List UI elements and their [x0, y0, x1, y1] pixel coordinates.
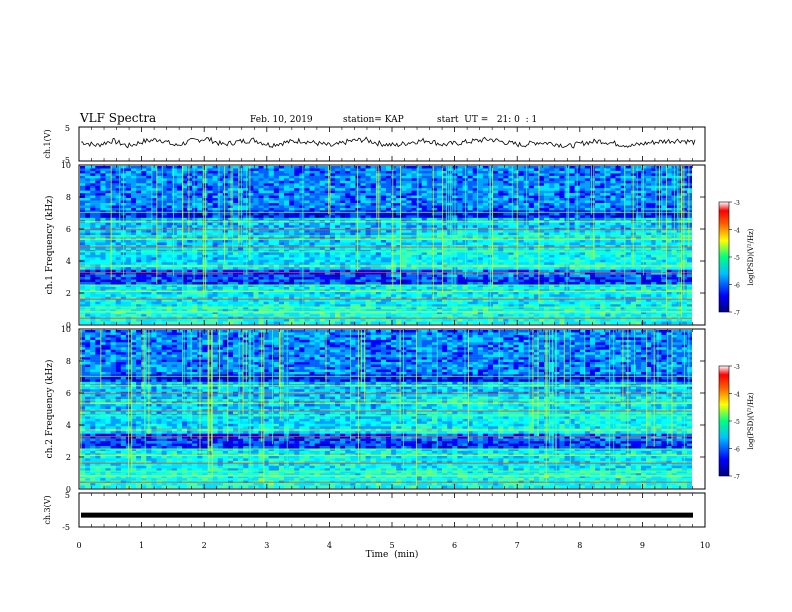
- time-axis-tick-label: 4: [327, 541, 332, 550]
- time-axis-tick-label: 3: [264, 541, 269, 550]
- spectrogram-ytick-label: 4: [66, 257, 71, 266]
- figure-station: station= KAP: [343, 115, 404, 125]
- ch3-ytick-top: 5: [65, 491, 70, 500]
- colorbar-tick-label: -6: [734, 447, 740, 454]
- colorbar-tick-label: -3: [734, 200, 740, 207]
- ch1-colorbar-ticks: -3 -4 -5 -6 -7: [729, 200, 740, 317]
- spectrogram-ytick-label: 2: [66, 453, 71, 462]
- colorbar-tick-label: -7: [734, 474, 740, 481]
- ch2-colorbar-gradient: [718, 365, 730, 477]
- colorbar-tick-label: -3: [734, 364, 740, 371]
- ch2-spectrogram-image: [80, 330, 704, 489]
- ch1-colorbar: -3 -4 -5 -6 -7 log(PSD)(V²/Hz): [718, 200, 755, 317]
- ch2-spectrogram-yticks: 0 2 4 6 8 10: [61, 325, 705, 494]
- spectrogram-ytick-label: 6: [66, 225, 71, 234]
- ch1-waveform-line: [80, 136, 696, 149]
- figure-date: Feb. 10, 2019: [250, 115, 313, 125]
- time-axis-tick-label: 10: [700, 541, 710, 550]
- ch3-waveform-frame: [78, 492, 706, 528]
- ch3-ytick-bottom: -5: [62, 523, 70, 532]
- figure-title: VLF Spectra: [79, 111, 156, 125]
- ch1-ytick-top: 5: [65, 124, 70, 133]
- ch1-spectrogram-image: [80, 166, 704, 325]
- colorbar-tick-label: -7: [734, 310, 740, 317]
- ch1-ytick-bottom: -5: [62, 156, 70, 165]
- spectrogram-ytick-label: 8: [66, 193, 71, 202]
- time-axis-tick-label: 1: [139, 541, 144, 550]
- colorbar-tick-label: -6: [734, 283, 740, 290]
- time-axis-label: Time (min): [366, 549, 419, 560]
- figure-start-time: start UT = 21: 0 : 1: [437, 115, 537, 125]
- ch3-ylabel: ch.3(V): [43, 495, 52, 524]
- spectrogram-ytick-label: 2: [66, 289, 71, 298]
- ch1-waveform-panel: 5 -5 ch.1(V): [43, 124, 706, 165]
- ch2-colorbar-ticks: -3 -4 -5 -6 -7: [729, 364, 740, 481]
- time-axis-tick-label: 0: [76, 541, 81, 550]
- ch1-spectrogram-yticks: 0 2 4 6 8 10: [61, 161, 705, 330]
- time-axis-tick-label: 8: [577, 541, 582, 550]
- ch1-colorbar-label: log(PSD)(V²/Hz): [747, 228, 755, 285]
- spectrogram-ytick-label: 10: [61, 325, 71, 334]
- colorbar-tick-label: -4: [734, 392, 740, 399]
- spectrogram-ytick-label: 8: [66, 357, 71, 366]
- colorbar-tick-label: -5: [734, 255, 740, 262]
- colorbar-tick-label: -5: [734, 419, 740, 426]
- spectrogram-ytick-label: 4: [66, 421, 71, 430]
- time-axis-tick-label: 5: [389, 541, 394, 550]
- ch1-colorbar-gradient: [718, 201, 730, 313]
- time-axis-ticks: 0 1 2 3 4 5 6 7 8 9 10: [76, 127, 710, 550]
- time-axis-tick-label: 2: [202, 541, 207, 550]
- spectrogram-ytick-label: 0: [66, 321, 71, 330]
- spectrogram-ytick-label: 10: [61, 161, 71, 170]
- colorbar-tick-label: -4: [734, 228, 740, 235]
- ch2-colorbar-label: log(PSD)(V²/Hz): [747, 392, 755, 449]
- ch2-spectrogram-ylabel: ch.2 Frequency (kHz): [44, 360, 55, 459]
- ch2-colorbar: -3 -4 -5 -6 -7 log(PSD)(V²/Hz): [718, 364, 755, 481]
- spectrogram-ytick-label: 0: [66, 485, 71, 494]
- ch1-spectrogram-ylabel: ch.1 Frequency (kHz): [44, 196, 55, 295]
- time-axis-tick-label: 9: [640, 541, 645, 550]
- ch1-ylabel: ch.1(V): [43, 129, 52, 158]
- spectrogram-ytick-label: 6: [66, 389, 71, 398]
- time-axis-tick-label: 6: [452, 541, 457, 550]
- ch1-spectrogram-panel: 0 2 4 6 8 10 ch.1 Frequency (kHz): [44, 161, 706, 330]
- time-axis-tick-label: 7: [515, 541, 520, 550]
- ch2-spectrogram-panel: 0 2 4 6 8 10 ch.2 Frequency (kHz): [44, 325, 706, 494]
- ch3-waveform-panel: 5 -5 ch.3(V): [43, 491, 706, 532]
